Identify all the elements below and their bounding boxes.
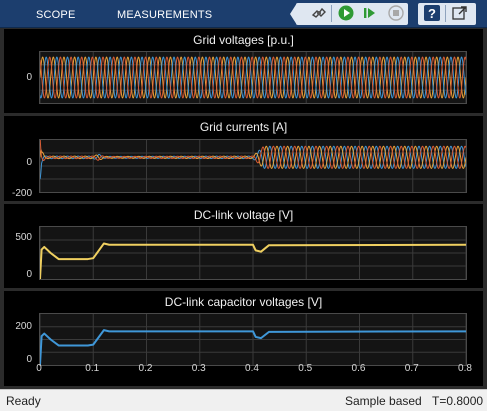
help-icon[interactable]: ?: [422, 3, 442, 23]
dc-link-voltage-axes[interactable]: [39, 226, 467, 280]
stop-icon[interactable]: [386, 3, 406, 23]
xtick-label: 0.1: [85, 363, 100, 374]
xtick-label: 0.2: [138, 363, 153, 374]
ytick-label: -200: [11, 188, 32, 199]
plot-canvas: [40, 52, 466, 103]
phase-current-series-3: [40, 140, 466, 169]
phase-voltage-series-2: [40, 56, 466, 99]
plot-canvas: [40, 140, 466, 192]
ytick-label: 500: [15, 232, 32, 243]
xtick-label: 0.8: [458, 363, 472, 374]
ytick-label: 0: [26, 157, 32, 168]
grid-currents-panel: Grid currents [A] 0 -200: [4, 116, 483, 201]
plot-title: Grid currents [A]: [199, 120, 288, 134]
capacitor-voltage-series: [40, 329, 466, 365]
scope-toolstrip: SCOPE MEASUREMENTS ?: [0, 0, 487, 28]
toolbar-notch: [290, 3, 297, 25]
tab-measurements[interactable]: MEASUREMENTS: [117, 9, 213, 21]
ytick-label: 0: [26, 269, 32, 280]
ytick-label: 0: [26, 72, 32, 83]
status-text: Ready: [6, 394, 41, 408]
dc-link-voltage-series: [40, 242, 466, 279]
xtick-label: 0.5: [298, 363, 313, 374]
phase-voltage-series-3: [40, 56, 466, 99]
grid-voltages-axes[interactable]: [39, 51, 467, 104]
step-forward-icon[interactable]: [360, 3, 380, 23]
simulation-time: T=0.8000: [432, 394, 484, 408]
svg-text:?: ?: [428, 6, 436, 21]
xtick-label: 0.3: [191, 363, 206, 374]
ytick-label: 200: [15, 321, 32, 332]
plot-title: Grid voltages [p.u.]: [193, 33, 294, 47]
dc-link-capacitor-voltages-panel: DC-link capacitor voltages [V] 200 0: [4, 291, 483, 386]
plot-canvas: [40, 314, 466, 365]
xtick-label: 0.7: [404, 363, 419, 374]
tab-scope[interactable]: SCOPE: [36, 9, 76, 21]
capacitor-voltages-axes[interactable]: [39, 313, 467, 366]
phase-current-series-2: [40, 145, 466, 180]
toolbar-separator: [445, 5, 446, 22]
status-bar: Ready Sample based T=0.8000: [0, 389, 487, 411]
toolbar-separator: [331, 5, 332, 22]
plot-canvas: [40, 227, 466, 279]
ytick-label: 0: [26, 354, 32, 365]
xtick-label: 0.4: [245, 363, 259, 374]
phase-current-series-1: [40, 145, 466, 169]
undock-icon[interactable]: [450, 3, 470, 23]
grid-currents-axes[interactable]: [39, 139, 467, 193]
simulink-icon[interactable]: [309, 3, 329, 23]
xtick-label: 0: [36, 363, 42, 374]
dc-link-voltage-panel: DC-link voltage [V] 500 0: [4, 204, 483, 288]
plot-title: DC-link capacitor voltages [V]: [164, 295, 323, 309]
grid-voltages-panel: Grid voltages [p.u.] 0: [4, 29, 483, 113]
xtick-label: 0.6: [351, 363, 366, 374]
run-icon[interactable]: [336, 3, 356, 23]
plot-title: DC-link voltage [V]: [193, 208, 294, 222]
phase-voltage-series-1: [40, 56, 466, 99]
sample-mode-label: Sample based: [345, 394, 422, 408]
